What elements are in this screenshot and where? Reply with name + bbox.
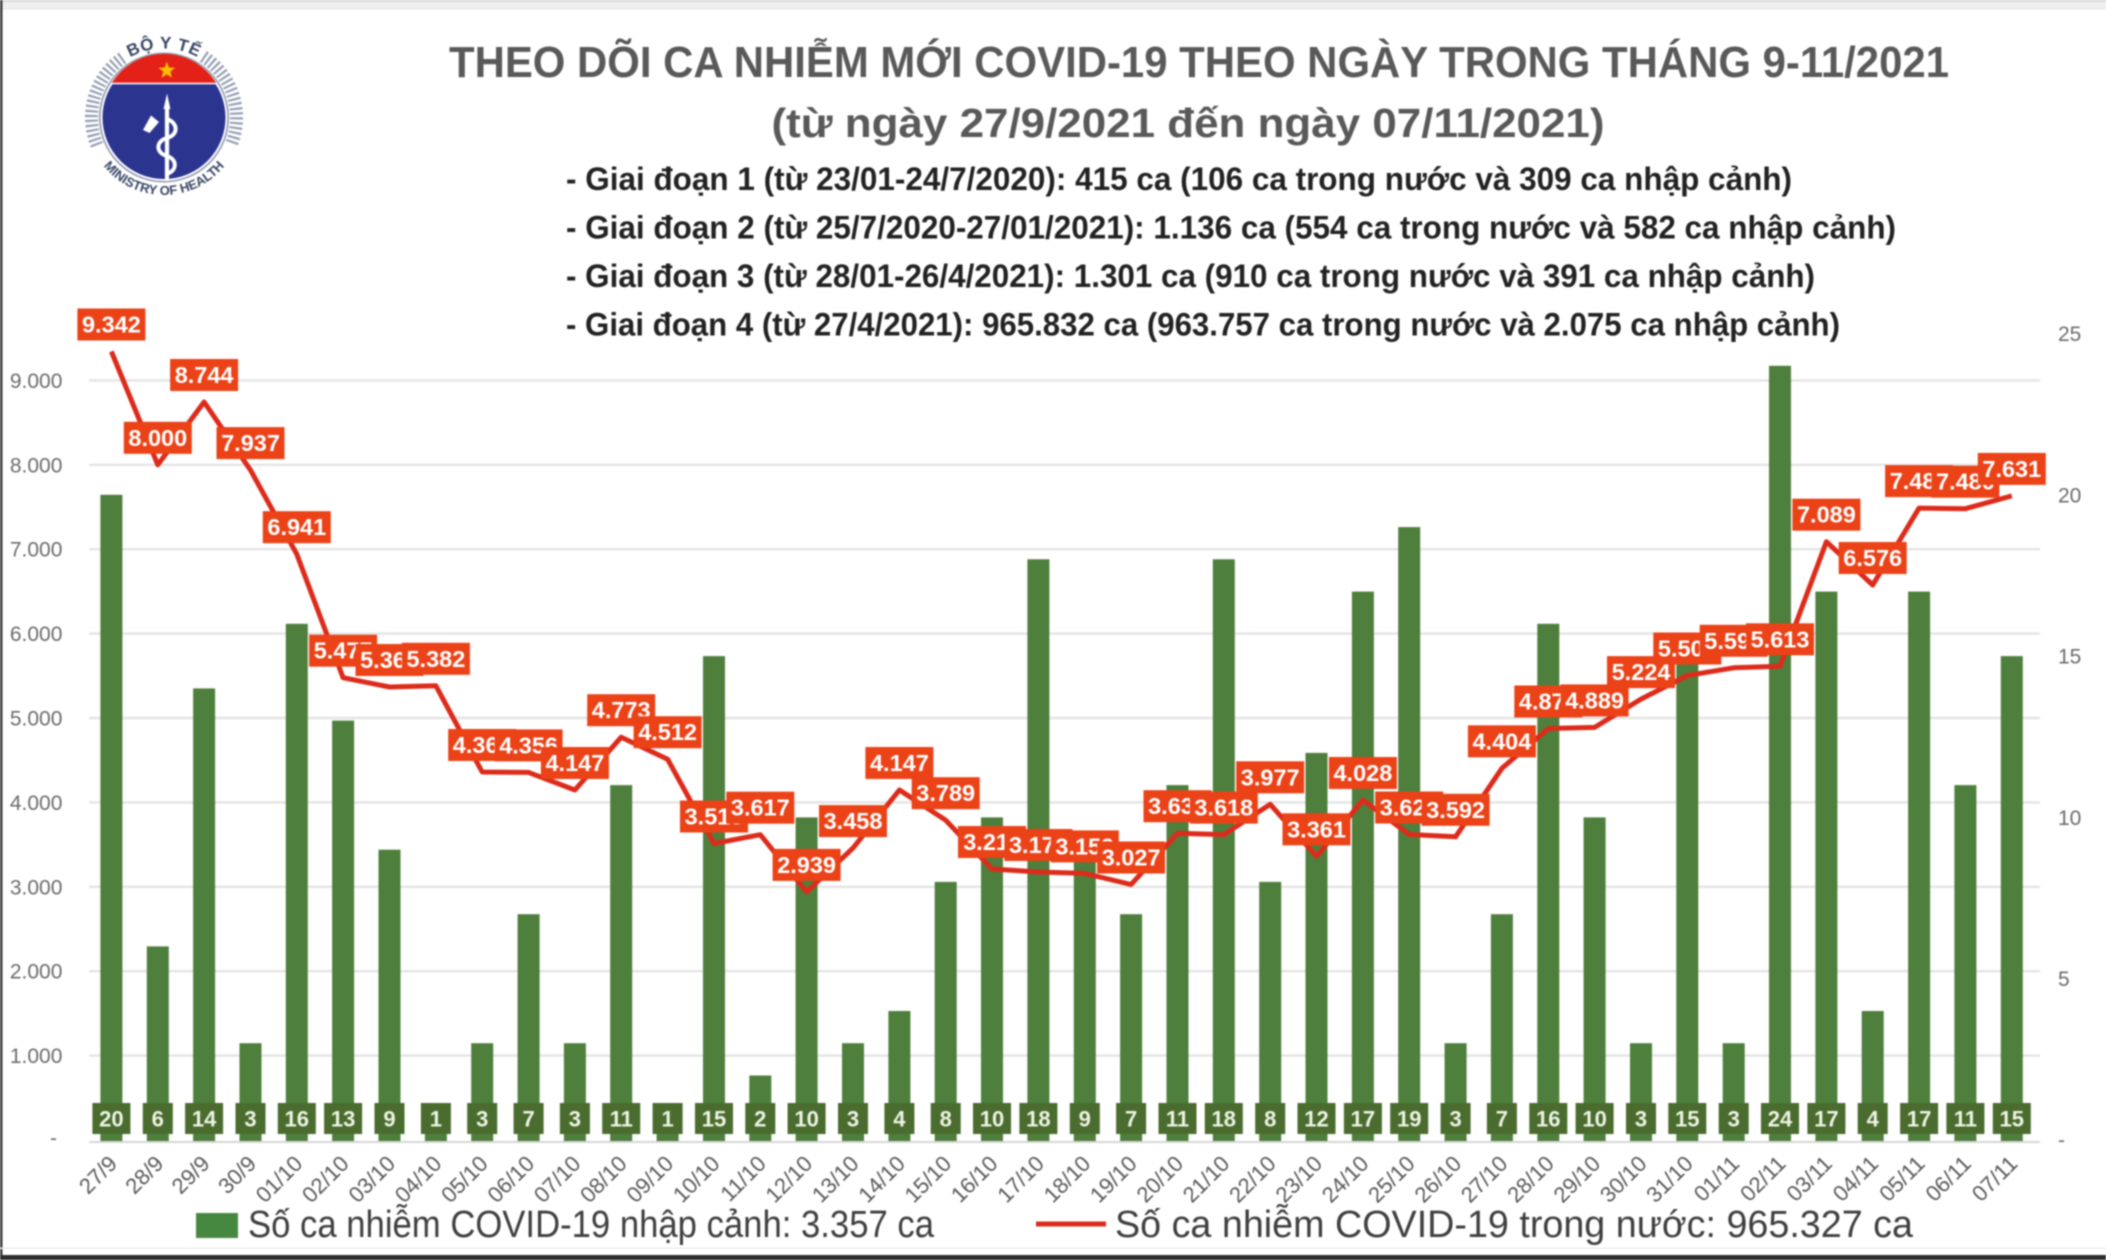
svg-text:1: 1 (430, 1107, 442, 1132)
svg-text:20: 20 (2058, 484, 2081, 507)
svg-text:4.512: 4.512 (638, 719, 697, 745)
svg-text:3.000: 3.000 (10, 876, 63, 899)
svg-text:THEO DÕI CA NHIỄM MỚI COVID-19: THEO DÕI CA NHIỄM MỚI COVID-19 THEO NGÀY… (449, 37, 1949, 87)
svg-text:4.889: 4.889 (1565, 687, 1624, 713)
svg-text:4.147: 4.147 (545, 750, 604, 776)
svg-text:4: 4 (1867, 1107, 1880, 1132)
svg-text:5: 5 (2058, 968, 2070, 991)
svg-text:3.618: 3.618 (1194, 795, 1253, 821)
svg-text:13: 13 (331, 1107, 355, 1132)
svg-text:3.458: 3.458 (824, 808, 883, 834)
svg-text:2.939: 2.939 (777, 852, 836, 878)
svg-text:15: 15 (2000, 1107, 2024, 1132)
svg-text:16: 16 (285, 1107, 309, 1132)
svg-text:Số ca nhiễm COVID-19 trong nướ: Số ca nhiễm COVID-19 trong nước: 965.327… (1115, 1203, 1914, 1246)
svg-text:6.941: 6.941 (267, 514, 326, 540)
svg-text:6.576: 6.576 (1843, 545, 1902, 571)
svg-text:4.404: 4.404 (1472, 728, 1531, 754)
svg-text:11: 11 (1166, 1107, 1189, 1132)
svg-text:3: 3 (1449, 1107, 1461, 1132)
svg-text:18: 18 (1026, 1107, 1050, 1132)
svg-text:15: 15 (2058, 646, 2081, 669)
svg-text:1: 1 (661, 1107, 673, 1132)
svg-text:7.089: 7.089 (1797, 502, 1856, 528)
svg-text:9.342: 9.342 (82, 312, 141, 338)
svg-text:(từ ngày 27/9/2021 đến ngày 07: (từ ngày 27/9/2021 đến ngày 07/11/2021) (772, 100, 1605, 146)
svg-text:10: 10 (2058, 807, 2081, 830)
svg-text:25: 25 (2058, 323, 2081, 346)
svg-text:20: 20 (99, 1107, 123, 1132)
svg-text:7: 7 (522, 1107, 534, 1132)
svg-text:7: 7 (1496, 1107, 1508, 1132)
svg-text:4.028: 4.028 (1333, 760, 1392, 786)
svg-text:14: 14 (192, 1107, 217, 1132)
svg-text:7.631: 7.631 (1982, 456, 2041, 482)
svg-text:10: 10 (1582, 1107, 1606, 1132)
svg-text:8.000: 8.000 (10, 454, 63, 477)
svg-text:6.000: 6.000 (10, 623, 63, 646)
svg-text:15: 15 (1675, 1107, 1699, 1132)
svg-text:17: 17 (1814, 1107, 1838, 1132)
svg-text:2: 2 (754, 1107, 766, 1132)
svg-text:3: 3 (569, 1107, 581, 1132)
svg-text:-: - (2058, 1129, 2065, 1152)
svg-text:19: 19 (1397, 1107, 1421, 1132)
svg-text:3: 3 (244, 1107, 256, 1132)
svg-text:4.147: 4.147 (870, 750, 929, 776)
svg-text:24: 24 (1768, 1107, 1793, 1132)
svg-text:12: 12 (1304, 1107, 1328, 1132)
svg-text:10: 10 (794, 1107, 818, 1132)
svg-text:3: 3 (1635, 1107, 1647, 1132)
svg-text:Số ca nhiễm COVID-19 nhập cảnh: Số ca nhiễm COVID-19 nhập cảnh: 3.357 ca (248, 1203, 935, 1246)
svg-text:3.361: 3.361 (1287, 816, 1346, 842)
svg-text:17: 17 (1907, 1107, 1931, 1132)
svg-text:11: 11 (610, 1107, 633, 1132)
svg-text:9: 9 (1079, 1107, 1091, 1132)
svg-text:- Giai đoạn 4 (từ 27/4/2021):: - Giai đoạn 4 (từ 27/4/2021): 965.832 ca… (566, 307, 1840, 343)
svg-text:5.382: 5.382 (406, 646, 465, 672)
svg-text:3.977: 3.977 (1241, 764, 1300, 790)
svg-text:3.789: 3.789 (916, 780, 975, 806)
svg-text:4: 4 (893, 1107, 906, 1132)
svg-text:10: 10 (980, 1107, 1004, 1132)
svg-text:8: 8 (940, 1107, 952, 1132)
svg-text:7.000: 7.000 (10, 539, 63, 562)
svg-text:1.000: 1.000 (10, 1045, 63, 1068)
svg-text:17: 17 (1351, 1107, 1375, 1132)
svg-text:3: 3 (1728, 1107, 1740, 1132)
svg-text:9.000: 9.000 (10, 370, 63, 393)
svg-text:3.027: 3.027 (1102, 845, 1161, 871)
svg-text:- Giai đoạn 2 (từ 25/7/2020-27: - Giai đoạn 2 (từ 25/7/2020-27/01/2021):… (566, 210, 1896, 246)
svg-text:11: 11 (1954, 1107, 1977, 1132)
svg-text:18: 18 (1212, 1107, 1236, 1132)
svg-text:3: 3 (847, 1107, 859, 1132)
svg-text:2.000: 2.000 (10, 961, 63, 984)
svg-text:6: 6 (152, 1107, 164, 1132)
svg-text:9: 9 (383, 1107, 395, 1132)
svg-text:16: 16 (1536, 1107, 1560, 1132)
svg-text:-: - (50, 1127, 57, 1150)
svg-text:3: 3 (476, 1107, 488, 1132)
svg-text:15: 15 (702, 1107, 726, 1132)
svg-text:3.617: 3.617 (731, 795, 790, 821)
svg-text:7.937: 7.937 (221, 430, 280, 456)
svg-text:5.000: 5.000 (10, 708, 63, 731)
svg-text:8: 8 (1264, 1107, 1276, 1132)
svg-text:3.592: 3.592 (1426, 797, 1485, 823)
svg-text:- Giai đoạn 1 (từ 23/01-24/7/2: - Giai đoạn 1 (từ 23/01-24/7/2020): 415 … (566, 161, 1792, 197)
svg-text:5.613: 5.613 (1751, 626, 1810, 652)
svg-text:4.000: 4.000 (10, 792, 63, 815)
svg-text:8.000: 8.000 (128, 425, 187, 451)
svg-text:7: 7 (1125, 1107, 1137, 1132)
svg-text:8.744: 8.744 (175, 362, 234, 388)
svg-text:- Giai đoạn 3 (từ 28/01-26/4/2: - Giai đoạn 3 (từ 28/01-26/4/2021): 1.30… (566, 258, 1815, 294)
